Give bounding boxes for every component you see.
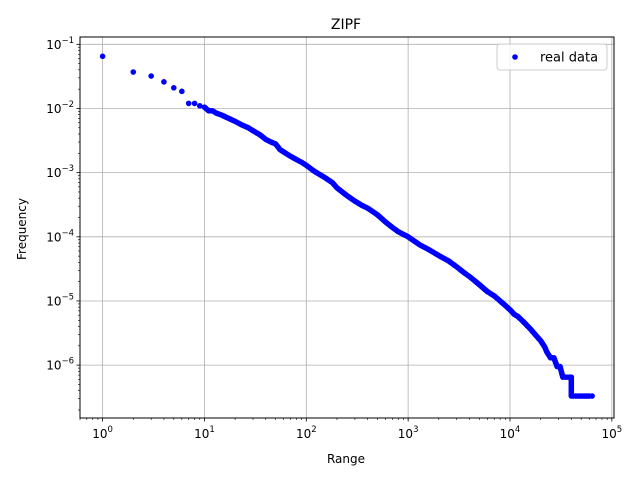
y-tick-label: 10−4 xyxy=(46,228,74,244)
data-point xyxy=(170,85,177,91)
x-tick-label: 102 xyxy=(296,425,317,441)
data-point xyxy=(191,100,198,107)
data-point xyxy=(185,100,192,107)
x-tick-label: 100 xyxy=(92,425,113,441)
y-tick-label: 10−6 xyxy=(46,357,74,373)
y-tick-label: 10−5 xyxy=(46,292,74,308)
data-point xyxy=(196,103,203,109)
data-point xyxy=(99,53,106,60)
y-axis-ticks: 10−6 10−5 10−4 10−3 10−2 10−1 xyxy=(46,36,80,411)
legend-box xyxy=(496,43,608,71)
x-tick-label: 105 xyxy=(601,425,622,441)
grid-lines xyxy=(80,37,614,418)
plot-frame xyxy=(79,36,615,419)
y-tick-label: 10−2 xyxy=(46,100,74,116)
legend-marker xyxy=(512,54,518,60)
x-tick-label: 101 xyxy=(194,425,215,441)
x-axis-label: Range xyxy=(327,452,365,466)
legend-label: real data xyxy=(540,51,598,66)
data-point xyxy=(148,73,154,79)
x-axis-ticks: 100 101 102 103 104 105 xyxy=(79,418,622,441)
data-point xyxy=(161,79,167,85)
legend: real data xyxy=(496,43,608,71)
data-point xyxy=(179,88,185,95)
data-point xyxy=(130,69,137,75)
y-axis-label: Frequency xyxy=(15,198,29,260)
x-tick-label: 103 xyxy=(398,425,419,441)
y-tick-label: 10−3 xyxy=(46,164,74,180)
data-points xyxy=(99,53,595,399)
x-tick-label: 104 xyxy=(500,425,521,441)
y-tick-label: 10−1 xyxy=(46,36,74,52)
data-point xyxy=(589,393,595,399)
chart-title: ZIPF xyxy=(331,17,361,33)
